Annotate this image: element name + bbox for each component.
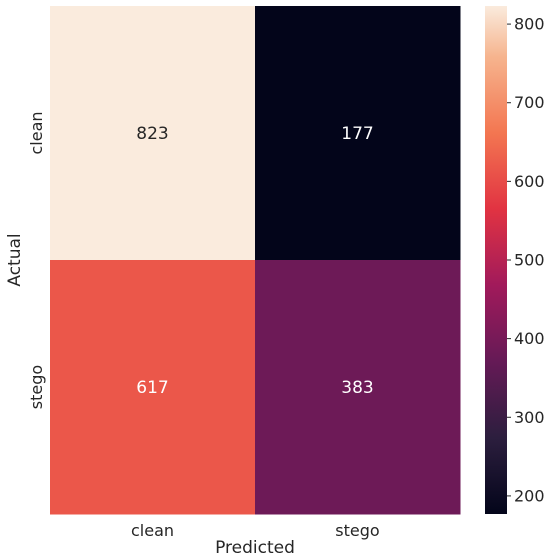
heatmap-cell	[50, 260, 256, 515]
colorbar-tick-label: 200	[514, 486, 545, 505]
colorbar-tick-label: 700	[514, 93, 545, 112]
y-tick-labels: clean stego	[27, 111, 46, 409]
colorbar-ticks: 200 300 400 500 600 700 800	[507, 15, 545, 505]
y-tick-label: clean	[27, 111, 46, 154]
heatmap-cell-labels: 823 177 617 383	[136, 124, 373, 398]
colorbar-tick-label: 400	[514, 329, 545, 348]
colorbar-tick-label: 600	[514, 172, 545, 191]
y-axis-label: Actual	[5, 233, 25, 286]
x-tick-labels: clean stego	[131, 521, 380, 540]
cell-value-label: 177	[341, 124, 373, 144]
colorbar-tick-label: 500	[514, 251, 545, 270]
x-axis-label: Predicted	[215, 538, 295, 558]
x-tick-label: clean	[131, 521, 174, 540]
colorbar-tick-label: 300	[514, 408, 545, 427]
colorbar-tick-label: 800	[514, 15, 545, 34]
colorbar	[485, 6, 507, 514]
cell-value-label: 383	[341, 378, 373, 398]
heatmap-cells	[50, 6, 461, 515]
x-tick-label: stego	[335, 521, 379, 540]
heatmap-cell	[255, 6, 461, 261]
cell-value-label: 617	[136, 378, 168, 398]
heatmap-cell	[50, 6, 256, 261]
y-tick-label: stego	[27, 365, 46, 409]
heatmap-cell	[255, 260, 461, 515]
cell-value-label: 823	[136, 124, 168, 144]
